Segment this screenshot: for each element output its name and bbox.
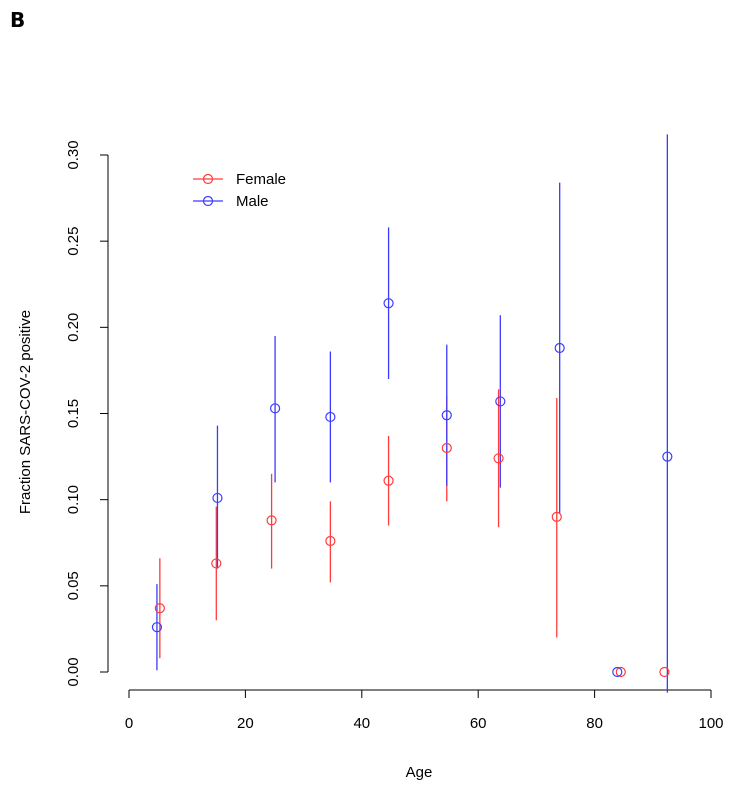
male-point bbox=[269, 403, 281, 414]
female-point bbox=[551, 511, 562, 523]
x-tick-label: 80 bbox=[586, 715, 603, 732]
panel-label: B bbox=[10, 8, 26, 32]
male-point bbox=[383, 298, 394, 309]
female-point bbox=[493, 453, 504, 464]
y-tick-label: 0.05 bbox=[65, 571, 82, 600]
female-point bbox=[154, 603, 165, 614]
male-point bbox=[212, 492, 223, 504]
x-tick-label: 40 bbox=[353, 715, 370, 732]
data-points bbox=[151, 298, 673, 678]
legend-female-marker bbox=[202, 173, 214, 185]
legend-male-marker bbox=[202, 195, 214, 207]
male-point bbox=[495, 396, 506, 407]
y-tick-label: 0.10 bbox=[65, 485, 82, 514]
male-point bbox=[441, 410, 452, 421]
female-point bbox=[383, 475, 394, 486]
x-axis-label: Age bbox=[406, 764, 433, 781]
x-tick-label: 20 bbox=[237, 715, 254, 732]
x-tick-label: 60 bbox=[470, 715, 487, 732]
y-tick-label: 0.20 bbox=[65, 313, 82, 342]
female-point bbox=[266, 515, 277, 526]
female-point bbox=[441, 442, 452, 454]
male-point bbox=[554, 342, 565, 354]
x-tick-label: 100 bbox=[698, 715, 723, 732]
legend-male-label: Male bbox=[236, 193, 269, 210]
legend: Female Male bbox=[193, 171, 286, 210]
female-point bbox=[615, 666, 626, 678]
y-tick-label: 0.00 bbox=[65, 657, 82, 686]
female-point bbox=[211, 558, 222, 569]
female-point bbox=[325, 535, 336, 547]
legend-female-label: Female bbox=[236, 171, 286, 188]
male-point bbox=[151, 622, 163, 633]
male-point bbox=[662, 451, 673, 462]
chart-axes: 0 20 40 60 80 100 0.00 0.05 0.10 0.15 0.20 0.25 0.30 bbox=[65, 140, 724, 732]
x-tick-label: 0 bbox=[125, 715, 133, 732]
female-point bbox=[659, 666, 670, 678]
y-tick-label: 0.30 bbox=[65, 140, 82, 169]
y-axis-label: Fraction SARS-COV-2 positive bbox=[17, 310, 34, 514]
y-tick-label: 0.15 bbox=[65, 399, 82, 428]
y-tick-label: 0.25 bbox=[65, 227, 82, 256]
error-bars bbox=[156, 134, 668, 693]
male-point bbox=[325, 411, 336, 423]
male-point bbox=[612, 666, 623, 678]
